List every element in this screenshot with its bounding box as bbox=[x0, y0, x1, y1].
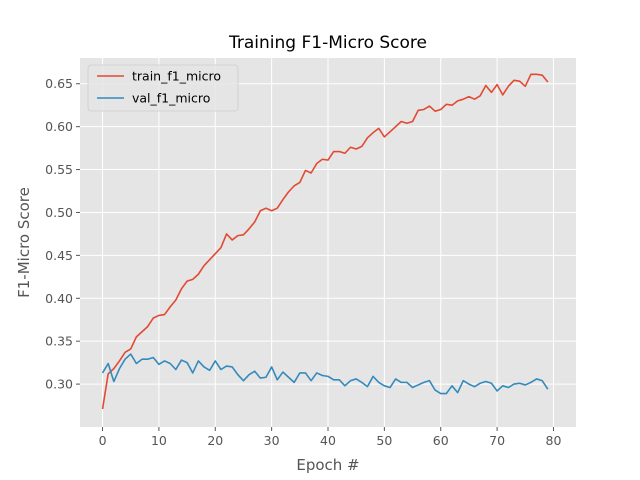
chart-title: Training F1-Micro Score bbox=[228, 33, 427, 53]
y-tick-label: 0.35 bbox=[45, 334, 73, 349]
y-tick-label: 0.65 bbox=[45, 76, 73, 91]
y-tick-label: 0.50 bbox=[45, 205, 73, 220]
x-tick-label: 60 bbox=[433, 433, 449, 448]
x-tick-label: 40 bbox=[320, 433, 336, 448]
series-line-train-f1-micro bbox=[101, 73, 549, 410]
series-lines bbox=[101, 73, 549, 410]
grid-lines bbox=[80, 58, 576, 427]
x-tick-label: 80 bbox=[546, 433, 562, 448]
x-tick-label: 50 bbox=[376, 433, 392, 448]
y-tick-label: 0.30 bbox=[45, 377, 73, 392]
x-tick-label: 0 bbox=[99, 433, 107, 448]
x-axis-label: Epoch # bbox=[296, 456, 359, 474]
y-tick-label: 0.40 bbox=[45, 291, 73, 306]
x-tick-label: 30 bbox=[264, 433, 280, 448]
x-tick-label: 10 bbox=[151, 433, 167, 448]
legend: train_f1_micro val_f1_micro bbox=[87, 64, 239, 112]
y-tick-label: 0.60 bbox=[45, 119, 73, 134]
legend-label: train_f1_micro bbox=[132, 69, 221, 84]
legend-box bbox=[87, 64, 239, 112]
x-tick-label: 70 bbox=[489, 433, 505, 448]
y-tick-label: 0.45 bbox=[45, 248, 73, 263]
y-axis-label: F1-Micro Score bbox=[15, 187, 33, 298]
y-tick-label: 0.55 bbox=[45, 162, 73, 177]
legend-label: val_f1_micro bbox=[132, 91, 210, 106]
x-tick-label: 20 bbox=[207, 433, 223, 448]
series-line-val-f1-micro bbox=[101, 353, 549, 395]
axis-ticks: 0 10 20 30 40 50 60 70 80 0.30 0.35 0.40 0.45 0.50 0.5… bbox=[45, 76, 561, 448]
